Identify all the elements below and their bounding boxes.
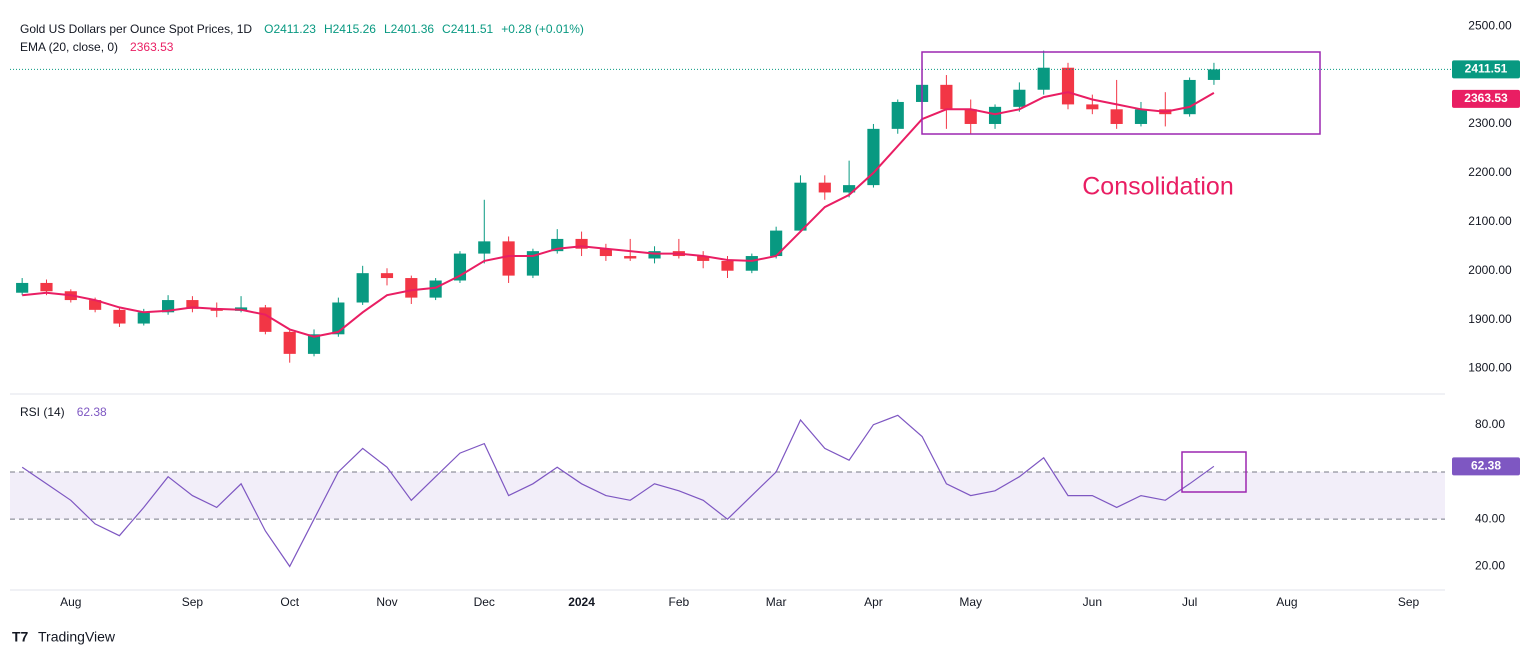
- candle-body: [380, 273, 394, 279]
- x-tick-label: Dec: [474, 595, 495, 609]
- ema-label-box: [1452, 89, 1520, 108]
- y-tick-label: 80.00: [1475, 417, 1505, 431]
- legend-value: 2363.53: [130, 40, 174, 54]
- candle-body: [745, 256, 758, 271]
- y-tick-label: 2000.00: [1468, 263, 1512, 277]
- candle-body: [818, 182, 831, 193]
- footer-logo: T7 TradingView: [12, 629, 116, 645]
- candle-body: [307, 334, 321, 354]
- candle-body: [843, 185, 856, 193]
- candle-body: [1183, 79, 1196, 115]
- x-tick-label: Apr: [864, 595, 883, 609]
- candle-body: [526, 251, 540, 276]
- chart-title: Gold US Dollars per Ounce Spot Prices, 1…: [20, 22, 252, 36]
- candle-body: [113, 309, 126, 324]
- y-tick-label: 2300.00: [1468, 116, 1512, 130]
- candle-body: [186, 300, 199, 309]
- x-tick-label: Sep: [182, 595, 204, 609]
- candle-body: [137, 312, 150, 324]
- x-tick-label: Oct: [280, 595, 299, 609]
- x-tick-label: Mar: [766, 595, 787, 609]
- x-tick-label: Jun: [1083, 595, 1102, 609]
- x-tick-label: May: [959, 595, 982, 609]
- rsi-box: [1181, 451, 1247, 493]
- candle-body: [624, 256, 637, 259]
- legend-value: 62.38: [77, 405, 107, 419]
- labels-layer: Aug Sep Oct Nov Dec 2024 Feb Mar Apr May Jun Jul Aug…: [20, 18, 1520, 609]
- candle-body: [794, 182, 807, 231]
- legend-name: EMA (20, close, 0): [20, 40, 118, 54]
- logo-mark: T7: [12, 629, 29, 645]
- x-tick-label: Feb: [669, 595, 690, 609]
- candle-body: [40, 282, 53, 292]
- y-tick-label: 1800.00: [1468, 361, 1512, 375]
- rsi-band: [10, 471, 1445, 520]
- candle-body: [891, 101, 904, 129]
- candle-body: [356, 273, 369, 303]
- price-label: 2411.51: [1465, 62, 1508, 76]
- candle-body: [599, 248, 612, 257]
- consolidation-box: [921, 51, 1321, 135]
- y-tick-label: 2200.00: [1468, 165, 1512, 179]
- candle-body: [697, 256, 710, 261]
- annotation: Consolidation: [1082, 173, 1234, 201]
- x-tick-label: Aug: [1276, 595, 1297, 609]
- candle-body: [964, 109, 977, 124]
- ohlc-label: O2411.23: [264, 22, 316, 36]
- y-tick-label: 2500.00: [1468, 18, 1512, 32]
- candle-body: [502, 241, 515, 276]
- x-tick-label: Aug: [60, 595, 81, 609]
- candle-body: [283, 331, 296, 354]
- y-tick-label: 1900.00: [1468, 312, 1512, 326]
- ema-label: 2363.53: [1464, 91, 1508, 105]
- candle-body: [575, 238, 588, 249]
- candle-body: [16, 282, 29, 293]
- candle-body: [162, 300, 175, 313]
- x-tick-label: Jul: [1182, 595, 1197, 609]
- rsi-line: [21, 414, 1215, 568]
- candle-body: [648, 251, 661, 259]
- y-tick-label: 20.00: [1475, 559, 1505, 573]
- candle-body: [405, 278, 418, 298]
- candle-body: [988, 106, 1002, 124]
- candle-body: [259, 307, 272, 332]
- x-tick-label: 2024: [568, 595, 595, 609]
- candle-body: [478, 241, 491, 254]
- candle-body: [1013, 89, 1026, 107]
- y-tick-label: 2100.00: [1468, 214, 1512, 228]
- candle-body: [721, 260, 734, 271]
- ohlc-label: C2411.51: [442, 22, 493, 36]
- legend-name: RSI (14): [20, 405, 65, 419]
- y-tick-label: 40.00: [1475, 511, 1505, 525]
- footer-text: TradingView: [38, 629, 116, 645]
- ohlc-label: H2415.26: [324, 22, 376, 36]
- candle-body: [940, 84, 953, 110]
- candle-body: [332, 302, 345, 335]
- candle-body: [1061, 67, 1075, 105]
- candle-body: [89, 300, 102, 310]
- ema-line: [22, 91, 1215, 338]
- x-tick-label: Nov: [376, 595, 397, 609]
- x-tick-label: Sep: [1398, 595, 1420, 609]
- rsi-label-box: [1452, 457, 1520, 476]
- candle-body: [1086, 104, 1099, 110]
- candle-body: [1110, 109, 1123, 124]
- price-label-box: [1452, 60, 1520, 79]
- rsi-label: 62.38: [1471, 459, 1501, 473]
- candle-body: [1207, 69, 1221, 80]
- marks-layer: [10, 50, 1452, 568]
- candle-body: [429, 280, 442, 298]
- ohlc-label: L2401.36: [384, 22, 434, 36]
- ohlc-label: +0.28 (+0.01%): [501, 22, 584, 36]
- candle-body: [867, 128, 880, 186]
- candle-body: [770, 230, 783, 257]
- candle-body: [1037, 67, 1050, 90]
- candle-body: [1134, 109, 1148, 124]
